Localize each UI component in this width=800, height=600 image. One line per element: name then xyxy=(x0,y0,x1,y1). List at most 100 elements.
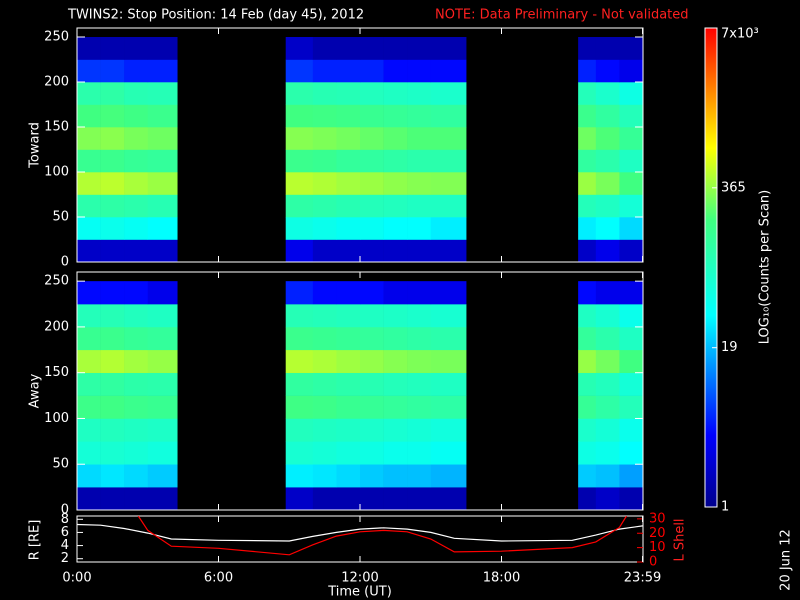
heat-cell xyxy=(360,239,384,263)
heat-cell xyxy=(407,326,432,351)
heat-cell xyxy=(595,127,620,150)
heat-cell xyxy=(124,487,149,511)
heat-cell xyxy=(285,194,314,218)
heat-cell xyxy=(124,127,149,150)
heat-cell xyxy=(285,172,314,195)
heat-cell xyxy=(285,349,314,373)
x-tick-label: 6:00 xyxy=(204,571,233,586)
heat-cell xyxy=(124,441,149,465)
heat-cell xyxy=(383,127,408,150)
heat-cell xyxy=(285,217,314,240)
heat-cell xyxy=(312,281,337,305)
heat-cell xyxy=(578,194,597,218)
heat-cell xyxy=(407,194,432,218)
x-axis-label: Time (UT) xyxy=(327,585,392,600)
heat-cell xyxy=(336,464,361,488)
heat-cell xyxy=(100,487,125,511)
y-tick-label: 4 xyxy=(61,538,69,553)
y-axis-label: Toward xyxy=(28,122,43,169)
heat-cell xyxy=(407,464,432,488)
heat-cell xyxy=(147,281,178,305)
heat-cell xyxy=(336,104,361,128)
heat-cell xyxy=(619,281,644,305)
heat-cell xyxy=(124,104,149,128)
y-tick-label: 200 xyxy=(44,319,69,334)
heat-cell xyxy=(312,217,337,240)
heat-cell xyxy=(383,326,408,351)
heat-cell xyxy=(77,37,101,60)
chart-title: TWINS2: Stop Position: 14 Feb (day 45), … xyxy=(67,8,364,23)
heat-cell xyxy=(77,304,101,328)
heat-cell xyxy=(595,239,620,263)
heat-cell xyxy=(360,464,384,488)
heat-cell xyxy=(285,304,314,328)
heat-cell xyxy=(285,441,314,465)
heat-cell xyxy=(147,395,178,419)
heat-cell xyxy=(77,349,101,373)
heat-cell xyxy=(407,149,432,173)
heat-cell xyxy=(285,395,314,419)
y-tick-label: 8 xyxy=(61,512,69,527)
heat-cell xyxy=(100,281,125,305)
heat-cell xyxy=(430,281,467,305)
heat-cell xyxy=(312,127,337,150)
heat-cell xyxy=(124,194,149,218)
heat-cell xyxy=(77,149,101,173)
heat-cell xyxy=(619,418,644,442)
heat-cell xyxy=(147,239,178,263)
heat-cell xyxy=(578,395,597,419)
heat-cell xyxy=(124,239,149,263)
heat-cell xyxy=(578,149,597,173)
heat-cell xyxy=(336,395,361,419)
heat-cell xyxy=(77,172,101,195)
heat-cell xyxy=(285,239,314,263)
heat-cell xyxy=(312,441,337,465)
heat-cell xyxy=(407,104,432,128)
heat-cell xyxy=(285,149,314,173)
heat-cell xyxy=(430,464,467,488)
line-series xyxy=(137,516,628,556)
heat-cell xyxy=(619,239,644,263)
y-tick-label: 0 xyxy=(61,503,69,518)
heat-cell xyxy=(595,349,620,373)
heat-cell xyxy=(430,395,467,419)
heat-cell xyxy=(619,464,644,488)
heat-cell xyxy=(578,127,597,150)
y2-tick-label: 10 xyxy=(649,540,666,555)
heat-cell xyxy=(312,59,337,83)
heat-cell xyxy=(595,281,620,305)
heat-cell xyxy=(77,281,101,305)
heat-cell xyxy=(619,304,644,328)
heat-cell xyxy=(360,395,384,419)
heat-cell xyxy=(595,464,620,488)
heat-cell xyxy=(360,441,384,465)
heat-cell xyxy=(578,441,597,465)
heat-cell xyxy=(578,372,597,396)
heat-cell xyxy=(619,149,644,173)
heat-cell xyxy=(578,172,597,195)
y2-tick-label: 0 xyxy=(649,555,657,570)
heat-cell xyxy=(407,372,432,396)
heat-cell xyxy=(100,82,125,105)
heat-cell xyxy=(619,372,644,396)
heat-cell xyxy=(383,239,408,263)
heat-cell xyxy=(147,349,178,373)
x-tick-label: 0:00 xyxy=(62,571,91,586)
heat-cell xyxy=(100,304,125,328)
heat-cell xyxy=(619,82,644,105)
heat-cell xyxy=(383,104,408,128)
heat-cell xyxy=(77,82,101,105)
y-tick-label: 2 xyxy=(61,551,69,566)
heat-cell xyxy=(100,59,125,83)
heat-cell xyxy=(430,487,467,511)
heat-cell xyxy=(77,372,101,396)
heat-cell xyxy=(124,372,149,396)
heat-cell xyxy=(595,217,620,240)
heat-cell xyxy=(430,37,467,60)
heat-cell xyxy=(360,304,384,328)
heat-cell xyxy=(619,326,644,351)
heat-cell xyxy=(336,194,361,218)
heat-cell xyxy=(619,217,644,240)
heat-cell xyxy=(407,441,432,465)
heat-cell xyxy=(336,281,361,305)
